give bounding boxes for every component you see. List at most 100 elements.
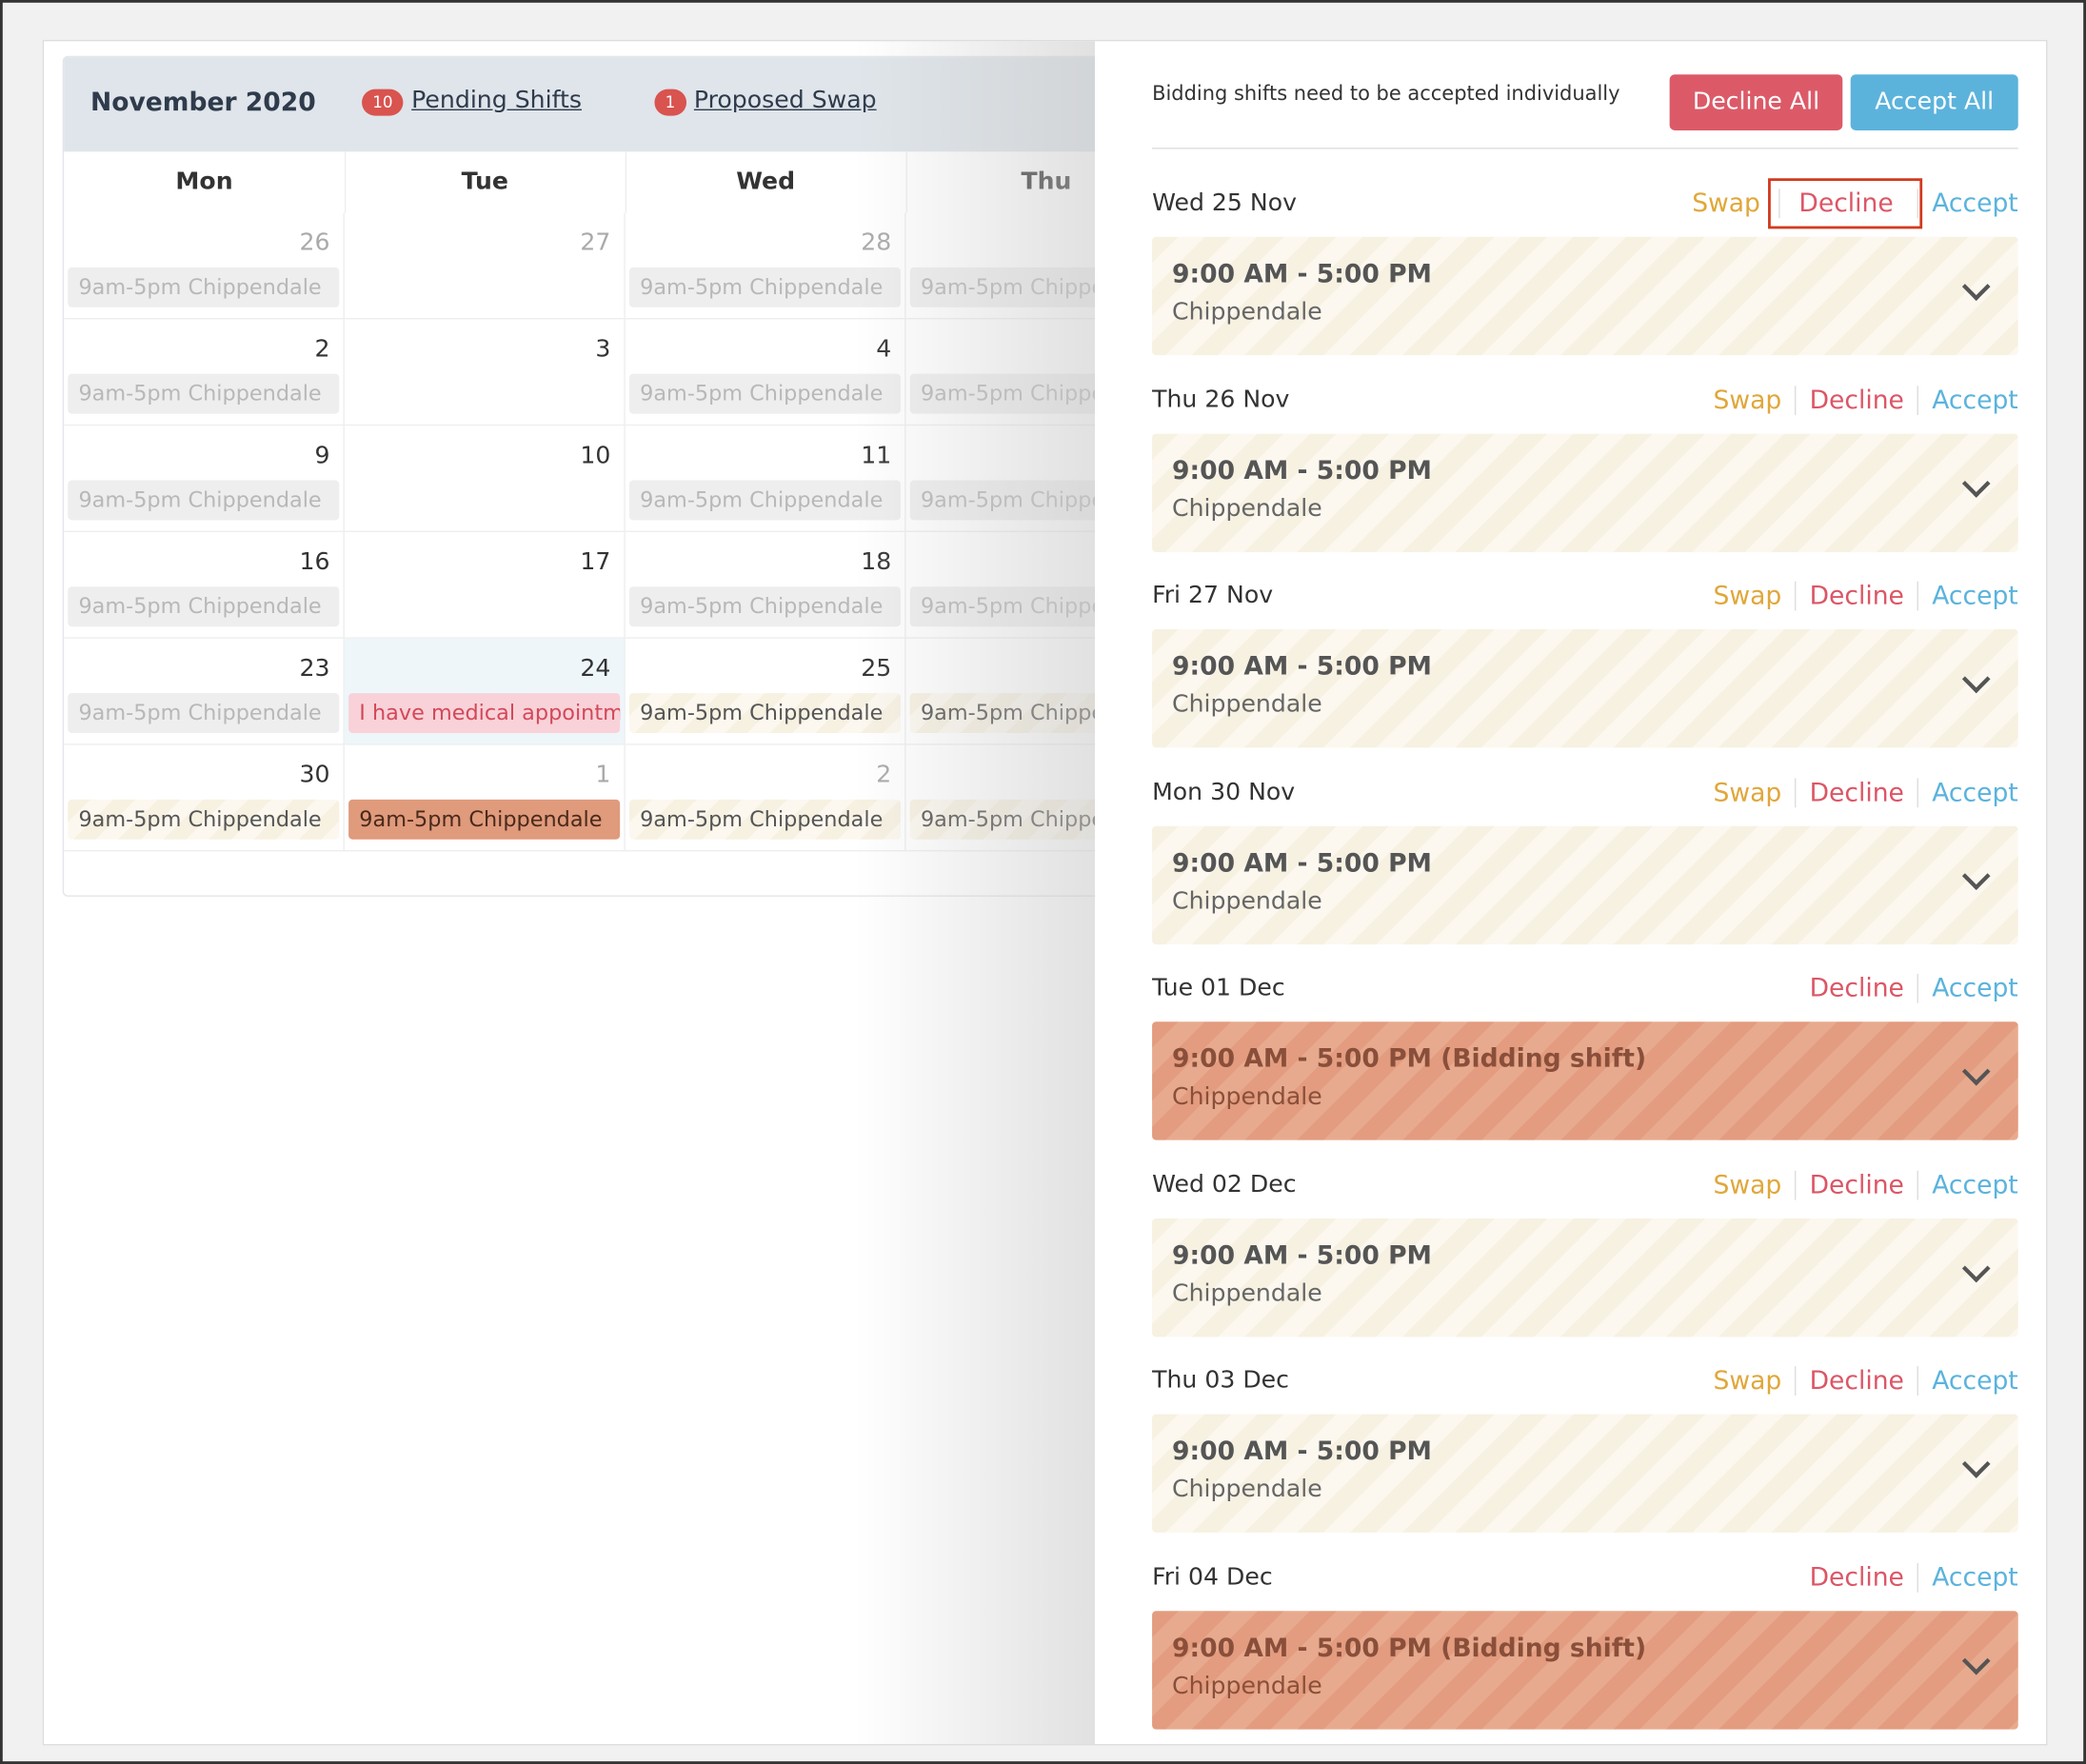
day-cell[interactable]: 23 9am-5pm Chippendale: [64, 638, 345, 745]
expand-chevron[interactable]: [1961, 468, 1991, 498]
month-title: November 2020: [90, 88, 316, 117]
expand-chevron[interactable]: [1961, 1450, 1991, 1478]
action-accept[interactable]: Accept: [1917, 385, 2018, 415]
day-cell[interactable]: 16 9am-5pm Chippendale: [64, 531, 345, 639]
calendar-event[interactable]: 9am-5pm Chippendale: [68, 480, 340, 521]
action-decline[interactable]: Decline: [1795, 385, 1917, 415]
accept-all-button[interactable]: Accept All: [1850, 74, 2018, 130]
shift-card[interactable]: 9:00 AM - 5:00 PM Chippendale: [1152, 628, 2018, 748]
shift-card[interactable]: 9:00 AM - 5:00 PM (Bidding shift) Chippen…: [1152, 1610, 2018, 1729]
action-swap[interactable]: Swap: [1713, 385, 1782, 415]
expand-chevron[interactable]: [1961, 1646, 1991, 1675]
calendar-event[interactable]: 9am-5pm Chippendale: [348, 799, 621, 840]
shift-card[interactable]: 9:00 AM - 5:00 PM Chippendale: [1152, 432, 2018, 552]
day-number: 3: [595, 335, 611, 364]
shift-date: Wed 25 Nov: [1152, 188, 1298, 217]
shift-time: 9:00 AM - 5:00 PM: [1172, 847, 1432, 878]
shift-card[interactable]: 9:00 AM - 5:00 PM Chippendale: [1152, 236, 2018, 356]
shift-card[interactable]: 9:00 AM - 5:00 PM Chippendale: [1152, 1414, 2018, 1533]
shift-time: 9:00 AM - 5:00 PM: [1172, 1437, 1432, 1466]
action-accept[interactable]: Accept: [1917, 1562, 2018, 1593]
swap-link[interactable]: 1 Proposed Swap: [654, 86, 877, 115]
day-cell[interactable]: 17: [344, 531, 626, 639]
action-decline[interactable]: Decline: [1795, 581, 1917, 611]
day-cell[interactable]: 30 9am-5pm Chippendale: [64, 744, 345, 852]
day-cell[interactable]: 289am-5pm Chippendale: [625, 212, 906, 320]
day-cell[interactable]: 119am-5pm Chippendale: [625, 426, 906, 532]
expand-chevron[interactable]: [1961, 1253, 1991, 1282]
expand-chevron[interactable]: [1961, 1057, 1991, 1086]
decline-all-button[interactable]: Decline All: [1669, 74, 1843, 130]
action-decline[interactable]: Decline: [1795, 1366, 1917, 1396]
action-accept[interactable]: Accept: [1917, 777, 2018, 807]
pending-link[interactable]: 10 Pending Shifts: [362, 87, 582, 115]
shift-location: Chippendale: [1172, 1082, 1322, 1111]
day-number: 30: [299, 761, 330, 789]
shift-location: Chippendale: [1172, 1671, 1322, 1700]
overlay-shadow: [855, 41, 1095, 1745]
action-accept[interactable]: Accept: [1917, 973, 2018, 1003]
calendar-event[interactable]: 9am-5pm Chippendale: [628, 267, 901, 307]
shift-date: Thu 03 Dec: [1152, 1366, 1290, 1395]
expand-chevron[interactable]: [1961, 272, 1991, 301]
action-accept[interactable]: Accept: [1917, 1170, 2018, 1199]
calendar-event[interactable]: I have medical appointm: [348, 693, 621, 733]
pending-panel: Bidding shifts need to be accepted indiv…: [1094, 41, 2047, 1745]
calendar-event[interactable]: 9am-5pm Chippendale: [628, 480, 901, 521]
calendar-event[interactable]: 9am-5pm Chippendale: [68, 799, 340, 840]
action-swap[interactable]: Swap: [1713, 581, 1782, 611]
shift-time: 9:00 AM - 5:00 PM: [1172, 259, 1432, 289]
day-cell[interactable]: 27: [344, 212, 626, 320]
day-cell[interactable]: 10: [344, 426, 626, 532]
shift-actions: Swap Decline Accept: [1700, 581, 2018, 611]
action-accept[interactable]: Accept: [1917, 188, 2018, 219]
day-cell[interactable]: 9 9am-5pm Chippendale: [64, 426, 345, 532]
action-swap[interactable]: Swap: [1692, 188, 1760, 219]
calendar-event[interactable]: 9am-5pm Chippendale: [628, 693, 901, 733]
shift-card[interactable]: 9:00 AM - 5:00 PM (Bidding shift) Chippen…: [1152, 1021, 2018, 1140]
day-cell[interactable]: 49am-5pm Chippendale: [625, 319, 906, 426]
action-swap[interactable]: Swap: [1713, 1366, 1782, 1396]
shift-location: Chippendale: [1172, 1475, 1322, 1504]
day-cell[interactable]: 1 9am-5pm Chippendale: [344, 744, 626, 852]
calendar-event[interactable]: 9am-5pm Chippendale: [68, 373, 340, 414]
calendar-event[interactable]: 9am-5pm Chippendale: [628, 373, 901, 414]
shift-location: Chippendale: [1172, 298, 1322, 327]
calendar-event[interactable]: 9am-5pm Chippendale: [68, 586, 340, 627]
swap-label[interactable]: Proposed Swap: [693, 86, 877, 115]
shift-location: Chippendale: [1172, 886, 1322, 915]
action-accept[interactable]: Accept: [1917, 581, 2018, 611]
action-swap[interactable]: Swap: [1713, 777, 1782, 807]
day-cell[interactable]: 24 I have medical appointm: [344, 638, 626, 745]
pending-label[interactable]: Pending Shifts: [411, 86, 582, 115]
action-decline[interactable]: Decline: [1809, 973, 1904, 1003]
day-header: Mon: [64, 151, 347, 213]
day-number: 17: [580, 547, 611, 577]
calendar-event[interactable]: 9am-5pm Chippendale: [68, 267, 340, 307]
action-swap[interactable]: Swap: [1713, 1170, 1782, 1199]
day-cell[interactable]: 26 9am-5pm Chippendale: [64, 212, 345, 320]
action-accept[interactable]: Accept: [1917, 1366, 2018, 1396]
shift-actions: Swap Decline Accept: [1679, 178, 2018, 229]
expand-chevron[interactable]: [1961, 664, 1991, 694]
shift-date: Wed 02 Dec: [1152, 1170, 1297, 1199]
day-number: 26: [299, 228, 330, 257]
action-decline[interactable]: Decline: [1795, 1170, 1917, 1199]
action-decline[interactable]: Decline: [1795, 777, 1917, 807]
action-decline[interactable]: Decline: [1809, 1562, 1904, 1593]
shift-card[interactable]: 9:00 AM - 5:00 PM Chippendale: [1152, 825, 2018, 944]
action-decline[interactable]: Decline: [1768, 178, 1923, 229]
expand-chevron[interactable]: [1961, 861, 1991, 890]
swap-count: 1: [654, 88, 686, 115]
calendar-event[interactable]: 9am-5pm Chippendale: [628, 586, 901, 627]
shift-card[interactable]: 9:00 AM - 5:00 PM Chippendale: [1152, 1218, 2018, 1337]
shift-actions: Swap Decline Accept: [1700, 1366, 2018, 1396]
calendar-event[interactable]: 9am-5pm Chippendale: [628, 799, 901, 840]
calendar-event[interactable]: 9am-5pm Chippendale: [68, 693, 340, 733]
shift-date: Thu 26 Nov: [1152, 385, 1290, 413]
shift-actions: Decline Accept: [1797, 973, 2018, 1003]
day-cell[interactable]: 3: [344, 319, 626, 426]
